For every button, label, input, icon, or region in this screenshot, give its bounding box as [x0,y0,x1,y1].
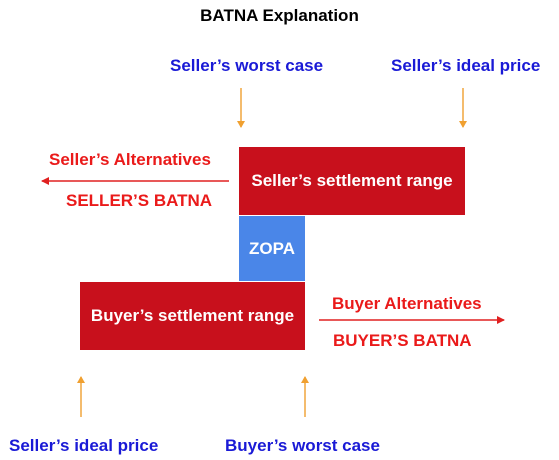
zopa-label: ZOPA [249,238,295,258]
buyer-alternatives-label: Buyer Alternatives [332,294,482,313]
seller-worst-case-label: Seller’s worst case [170,56,324,75]
seller-settlement-range-label: Seller’s settlement range [251,171,453,190]
buyer-worst-case-label: Buyer’s worst case [225,436,380,455]
seller-settlement-range-box: Seller’s settlement range [239,147,465,215]
buyer-batna-label: BUYER’S BATNA [333,331,472,350]
seller-batna-label: SELLER’S BATNA [66,191,213,210]
seller-ideal-price-top-label: Seller’s ideal price [391,56,541,75]
seller-ideal-price-bottom-label: Seller’s ideal price [9,436,159,455]
zopa-box: ZOPA [239,216,305,281]
diagram-title: BATNA Explanation [200,6,359,25]
seller-alternatives-label: Seller’s Alternatives [49,150,211,169]
buyer-settlement-range-box: Buyer’s settlement range [80,282,305,350]
buyer-settlement-range-label: Buyer’s settlement range [90,306,295,325]
